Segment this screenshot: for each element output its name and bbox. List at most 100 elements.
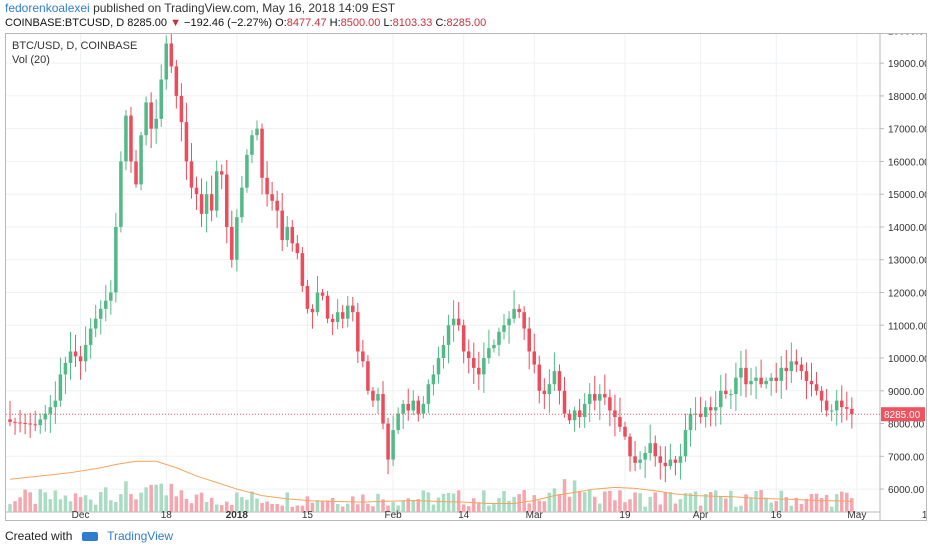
candle-body — [492, 344, 496, 349]
volume-bar — [280, 505, 284, 512]
volume-bar — [436, 497, 441, 512]
candle-body — [643, 453, 647, 460]
candle-body — [477, 367, 481, 375]
author-link[interactable]: fedorenkoalexei — [5, 1, 90, 15]
candle-body — [502, 325, 506, 332]
y-tick-label: 13000.00 — [888, 256, 926, 267]
candle-body — [814, 384, 819, 391]
candle-body — [356, 312, 360, 352]
candle-body — [638, 459, 642, 463]
candle-body — [623, 426, 627, 437]
tradingview-brand[interactable]: TradingView — [107, 529, 174, 543]
volume-bar — [466, 506, 471, 512]
volume-bar — [638, 493, 642, 512]
candle-body — [320, 292, 325, 296]
candle-body — [466, 351, 471, 359]
x-tick-label: 14 — [922, 510, 926, 520]
candle-body — [557, 371, 562, 391]
volume-bar — [149, 484, 153, 512]
chart-area[interactable]: 20000.00 19000.00 18000.00 17000.00 16000.00… — [5, 33, 927, 521]
volume-bar — [663, 492, 668, 512]
volume-ma-line — [9, 460, 852, 504]
volume-bar — [361, 494, 365, 512]
volume-bar — [230, 504, 234, 512]
candle-body — [169, 43, 174, 67]
close-value: 8285.00 — [446, 17, 487, 29]
volume-bar — [209, 497, 214, 512]
down-arrow-icon: ▼ — [170, 17, 181, 29]
candle-body — [325, 295, 330, 319]
x-tick-label: 2018 — [226, 510, 249, 520]
volume-bar — [809, 494, 814, 512]
candle-body — [663, 462, 668, 467]
volume-bar — [623, 502, 627, 512]
volume-bar — [214, 504, 219, 512]
candle-body — [754, 377, 758, 381]
candle-body — [144, 102, 148, 136]
volume-bar — [134, 499, 138, 512]
volume-bar — [98, 492, 103, 512]
volume-bar — [371, 506, 375, 512]
price-chart[interactable]: 20000.00 19000.00 18000.00 17000.00 16000.00… — [6, 34, 926, 520]
volume-bar — [472, 498, 476, 512]
volume-bar — [779, 490, 784, 512]
volume-bar — [240, 497, 244, 512]
candle-body — [678, 456, 683, 463]
candle-body — [366, 361, 370, 391]
volume-bar — [648, 496, 652, 512]
volume-legend: Vol (20) — [12, 54, 50, 66]
x-tick-label: Dec — [72, 510, 90, 520]
candle-body — [109, 292, 113, 301]
candle-body — [799, 364, 804, 372]
volume-bar — [345, 503, 350, 512]
candle-body — [235, 217, 239, 260]
volume-bar — [507, 500, 511, 512]
candle-body — [305, 285, 310, 309]
candle-body — [829, 410, 834, 412]
volume-bar — [199, 492, 204, 512]
x-tick-label: 14 — [458, 510, 470, 520]
volume-bar — [325, 500, 330, 512]
volume-bar — [366, 503, 370, 512]
volume-bar — [850, 498, 854, 512]
volume-bar — [456, 490, 461, 512]
candle-body — [73, 351, 78, 357]
volume-bar — [8, 504, 12, 512]
candle-body — [779, 367, 784, 381]
candle-body — [335, 312, 340, 322]
created-with-label: Created with — [5, 529, 73, 543]
volume-bar — [537, 500, 542, 512]
candle-body — [804, 371, 809, 381]
y-tick-label: 6000.00 — [888, 485, 925, 496]
candle-body — [255, 128, 259, 136]
candle-body — [245, 154, 249, 188]
volume-bar — [784, 497, 789, 512]
volume-bar — [219, 505, 224, 512]
symbol-ohlc-line: COINBASE:BTCUSD, D 8285.00 ▼ −192.46 (−2… — [5, 17, 486, 29]
candle-body — [401, 403, 405, 414]
volume-bar — [814, 493, 819, 512]
candle-body — [330, 318, 335, 322]
volume-bar — [28, 492, 32, 512]
volume-bar — [53, 490, 58, 512]
volume-bar — [48, 499, 53, 512]
volume-bar — [13, 501, 17, 512]
volume-bar — [729, 490, 733, 512]
y-tick-label: 19000.00 — [888, 59, 926, 70]
last-price-tag — [881, 407, 925, 422]
candle-body — [139, 135, 143, 185]
volume-bar — [235, 492, 239, 512]
y-tick-label: 14000.00 — [888, 223, 926, 234]
volume-bar — [426, 492, 431, 512]
volume-bar — [764, 497, 768, 512]
candle-body — [124, 115, 128, 162]
volume-bar — [351, 496, 355, 512]
y-tick-label: 9000.00 — [888, 387, 925, 398]
x-tick-label: 19 — [619, 510, 631, 520]
volume-bar — [386, 505, 390, 512]
candle-body — [280, 210, 284, 241]
candle-body — [386, 423, 390, 460]
volume-bar — [477, 502, 481, 512]
candle-body — [270, 194, 274, 201]
candle-body — [673, 459, 678, 463]
